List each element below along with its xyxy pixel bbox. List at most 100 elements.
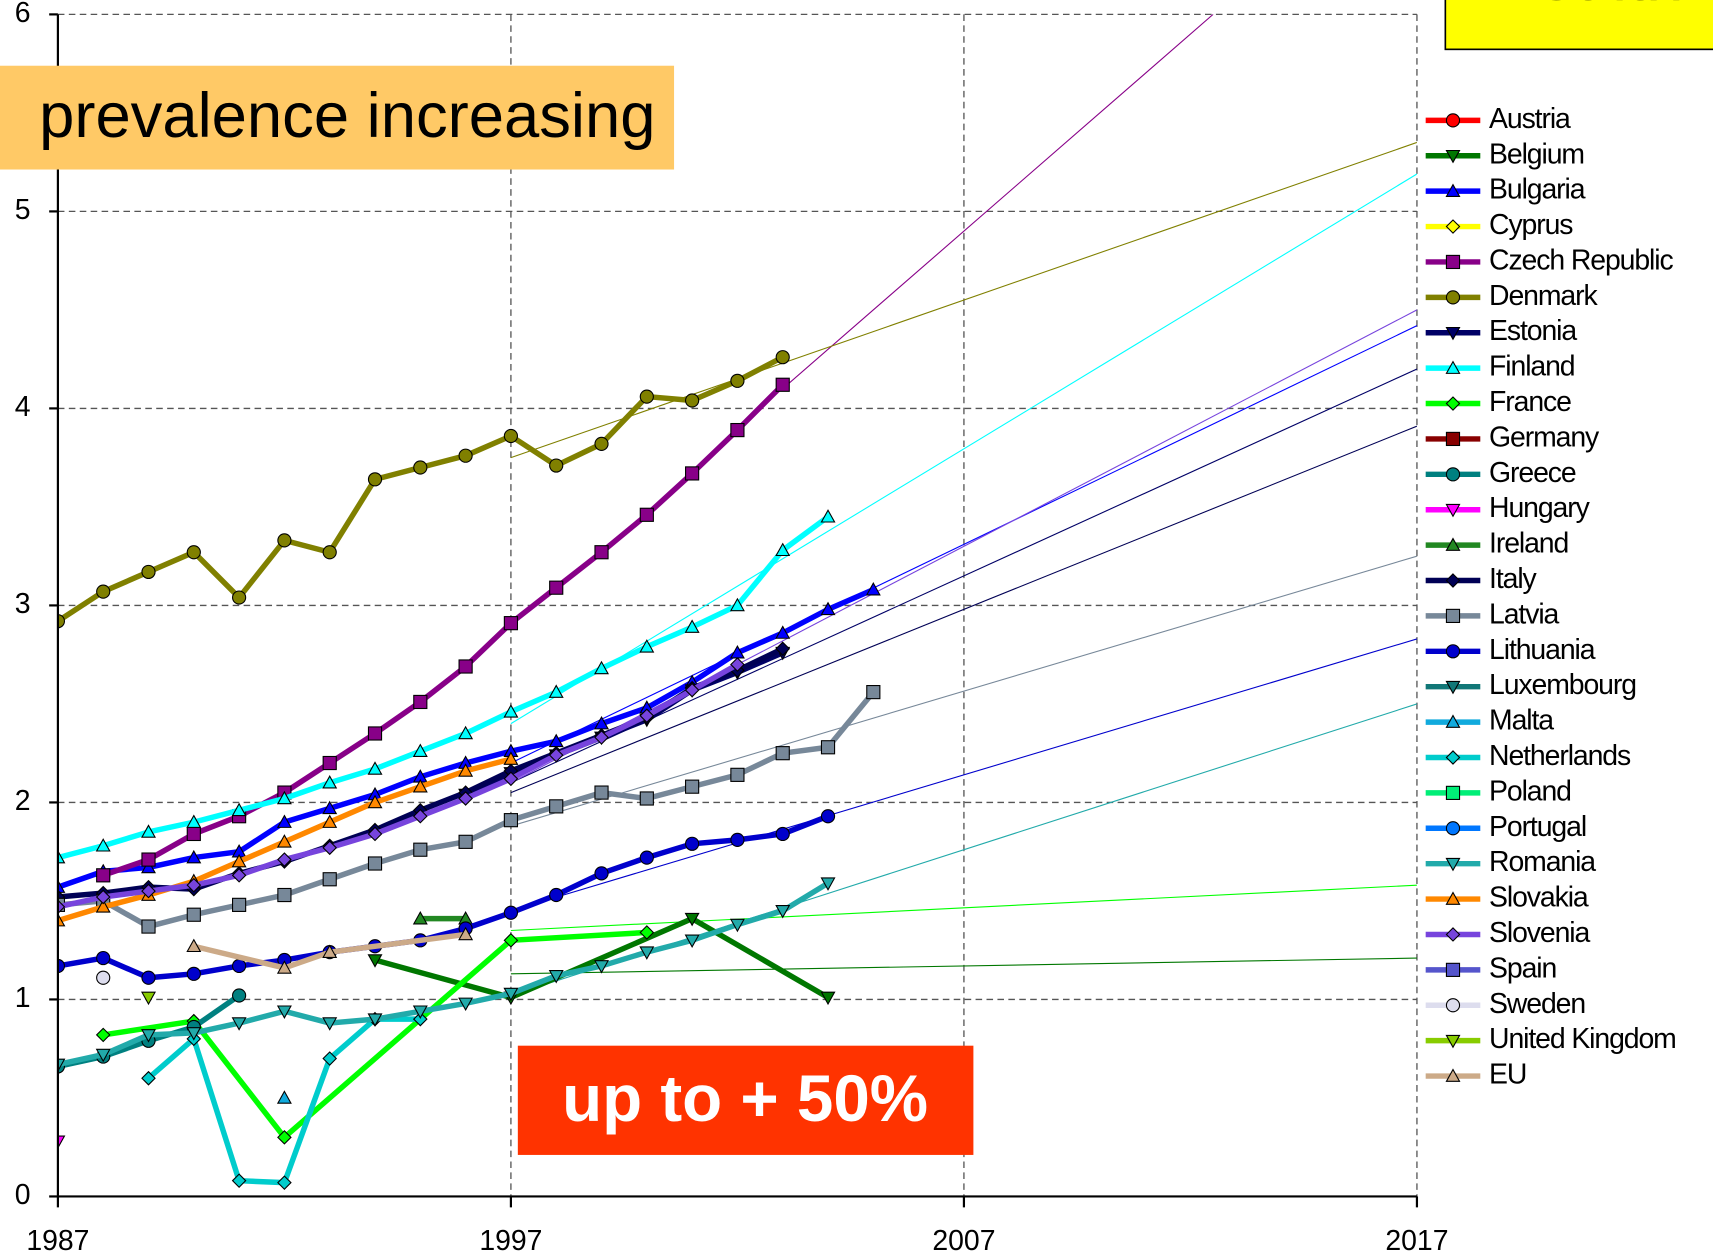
marker xyxy=(95,889,111,905)
marker xyxy=(458,659,473,674)
marker xyxy=(232,590,247,605)
series-line xyxy=(193,931,466,971)
legend-label: Poland xyxy=(1489,775,1571,807)
marker xyxy=(458,448,473,463)
marker xyxy=(1445,396,1461,411)
marker xyxy=(820,809,836,824)
marker xyxy=(639,925,655,940)
marker xyxy=(57,912,66,927)
y-tick-label: 2 xyxy=(15,785,31,817)
marker xyxy=(684,934,700,949)
marker xyxy=(503,428,519,444)
marker xyxy=(322,944,338,958)
legend-label: Luxembourg xyxy=(1489,669,1636,701)
marker xyxy=(412,778,428,793)
marker xyxy=(458,834,473,849)
series-line xyxy=(57,813,830,981)
marker xyxy=(865,581,881,596)
marker xyxy=(96,584,111,599)
marker xyxy=(1445,113,1461,128)
marker xyxy=(95,1027,111,1043)
marker xyxy=(95,899,111,913)
marker xyxy=(322,800,338,815)
marker xyxy=(1445,927,1461,942)
marker xyxy=(367,954,383,968)
legend-label: Cyprus xyxy=(1489,209,1573,241)
marker xyxy=(57,879,66,893)
marker xyxy=(639,850,654,865)
marker xyxy=(775,826,790,842)
marker xyxy=(548,684,564,698)
marker xyxy=(277,1130,292,1145)
legend-label: Slovakia xyxy=(1489,882,1589,914)
marker xyxy=(141,883,156,899)
x-tick-label: 1987 xyxy=(26,1225,89,1257)
legend-label: France xyxy=(1489,386,1571,418)
legend-label: Slovenia xyxy=(1489,917,1590,949)
trend-line xyxy=(782,14,1214,390)
trend-line xyxy=(510,425,1417,794)
marker xyxy=(1445,467,1461,482)
marker xyxy=(1445,537,1461,551)
marker xyxy=(1445,891,1461,905)
legend-label: Sweden xyxy=(1489,988,1585,1020)
marker xyxy=(1445,785,1461,800)
marker xyxy=(57,958,66,974)
marker xyxy=(322,545,337,560)
marker xyxy=(276,960,292,974)
marker xyxy=(231,1173,247,1189)
marker xyxy=(594,866,609,881)
marker xyxy=(503,616,519,631)
marker xyxy=(186,877,202,893)
x-tick-label: 2007 xyxy=(932,1225,995,1257)
marker xyxy=(367,472,383,487)
legend-label: Finland xyxy=(1489,351,1574,383)
marker xyxy=(95,1048,111,1063)
legend-label: Lithuania xyxy=(1489,634,1596,666)
trend-line xyxy=(510,368,1417,784)
series-line xyxy=(57,662,739,910)
marker xyxy=(413,842,428,857)
legend-label: Ireland xyxy=(1489,528,1568,560)
marker xyxy=(549,580,564,595)
marker xyxy=(367,826,383,842)
marker xyxy=(412,910,428,925)
marker xyxy=(322,872,337,887)
marker xyxy=(639,507,654,522)
marker xyxy=(277,852,292,867)
marker xyxy=(367,1013,383,1027)
marker xyxy=(1445,503,1461,518)
legend-label: Portugal xyxy=(1489,811,1586,843)
annotation-box xyxy=(0,65,675,170)
marker xyxy=(639,708,655,724)
marker xyxy=(412,1011,428,1027)
marker xyxy=(549,887,564,903)
marker xyxy=(685,466,700,481)
marker xyxy=(277,1175,292,1190)
marker xyxy=(367,794,383,809)
marker xyxy=(1445,821,1461,836)
marker xyxy=(1445,750,1461,765)
marker xyxy=(730,657,745,672)
marker xyxy=(1445,431,1461,447)
marker xyxy=(231,867,247,883)
marker xyxy=(594,545,609,560)
marker xyxy=(730,767,745,782)
legend-label: Romania xyxy=(1489,846,1596,878)
marker xyxy=(820,601,836,616)
marker xyxy=(232,897,247,912)
marker xyxy=(1445,573,1461,588)
marker xyxy=(729,918,745,933)
y-tick-label: 6 xyxy=(15,0,31,29)
legend-label: Greece xyxy=(1489,457,1576,489)
marker xyxy=(594,960,609,974)
legend-label: Estonia xyxy=(1489,315,1577,347)
y-tick-label: 0 xyxy=(15,1179,31,1211)
marker xyxy=(775,641,791,657)
marker xyxy=(276,814,292,828)
marker xyxy=(367,856,383,871)
legend-label: Spain xyxy=(1489,952,1556,984)
marker xyxy=(1445,857,1461,872)
marker xyxy=(1445,680,1461,695)
